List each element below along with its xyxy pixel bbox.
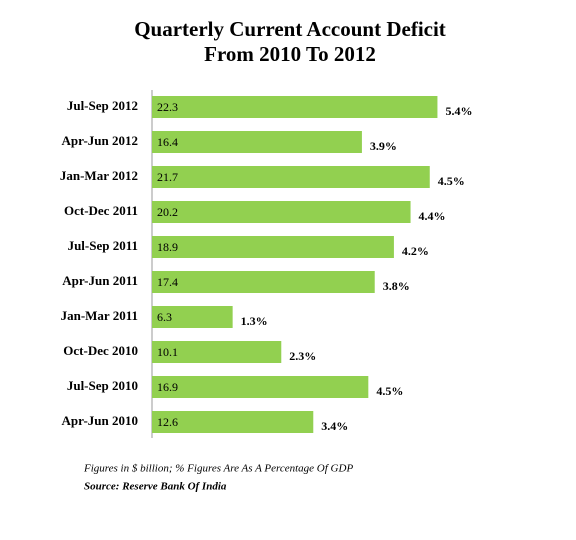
gdp-share-label: 5.4% [445, 104, 472, 118]
category-label: Apr-Jun 2010 [62, 413, 138, 428]
chart-title: Quarterly Current Account Deficit [134, 17, 446, 41]
category-label: Oct-Dec 2011 [64, 203, 138, 218]
value-label: 20.2 [157, 205, 178, 219]
category-label: Jul-Sep 2010 [67, 378, 138, 393]
category-label: Jul-Sep 2011 [68, 238, 138, 253]
value-label: 6.3 [157, 310, 172, 324]
gdp-share-label: 4.5% [438, 174, 465, 188]
value-label: 17.4 [157, 275, 178, 289]
gdp-share-label: 3.8% [383, 279, 410, 293]
gdp-share-label: 1.3% [241, 314, 268, 328]
category-label: Jan-Mar 2011 [61, 308, 138, 323]
bar [152, 271, 375, 293]
category-label: Apr-Jun 2012 [62, 133, 138, 148]
gdp-share-label: 4.2% [402, 244, 429, 258]
bar [152, 201, 411, 223]
value-label: 22.3 [157, 100, 178, 114]
bar [152, 166, 430, 188]
category-label: Apr-Jun 2011 [62, 273, 138, 288]
value-label: 12.6 [157, 415, 178, 429]
gdp-share-label: 3.4% [321, 419, 348, 433]
gdp-share-label: 4.5% [376, 384, 403, 398]
gdp-share-label: 3.9% [370, 139, 397, 153]
value-label: 21.7 [157, 170, 178, 184]
bar [152, 306, 233, 328]
value-label: 16.4 [157, 135, 178, 149]
value-label: 16.9 [157, 380, 178, 394]
category-label: Oct-Dec 2010 [63, 343, 138, 358]
bar [152, 131, 362, 153]
gdp-share-label: 4.4% [419, 209, 446, 223]
value-label: 18.9 [157, 240, 178, 254]
bar [152, 341, 282, 363]
note: Figures in $ billion; % Figures Are As A… [83, 463, 353, 475]
chart-subtitle: From 2010 To 2012 [204, 42, 376, 66]
source: Source: Reserve Bank Of India [84, 481, 227, 493]
bar [152, 236, 394, 258]
category-label: Jan-Mar 2012 [60, 168, 138, 183]
bar [152, 376, 369, 398]
gdp-share-label: 2.3% [289, 349, 316, 363]
bar [152, 96, 438, 118]
category-label: Jul-Sep 2012 [67, 98, 138, 113]
value-label: 10.1 [157, 345, 178, 359]
bar [152, 411, 314, 433]
